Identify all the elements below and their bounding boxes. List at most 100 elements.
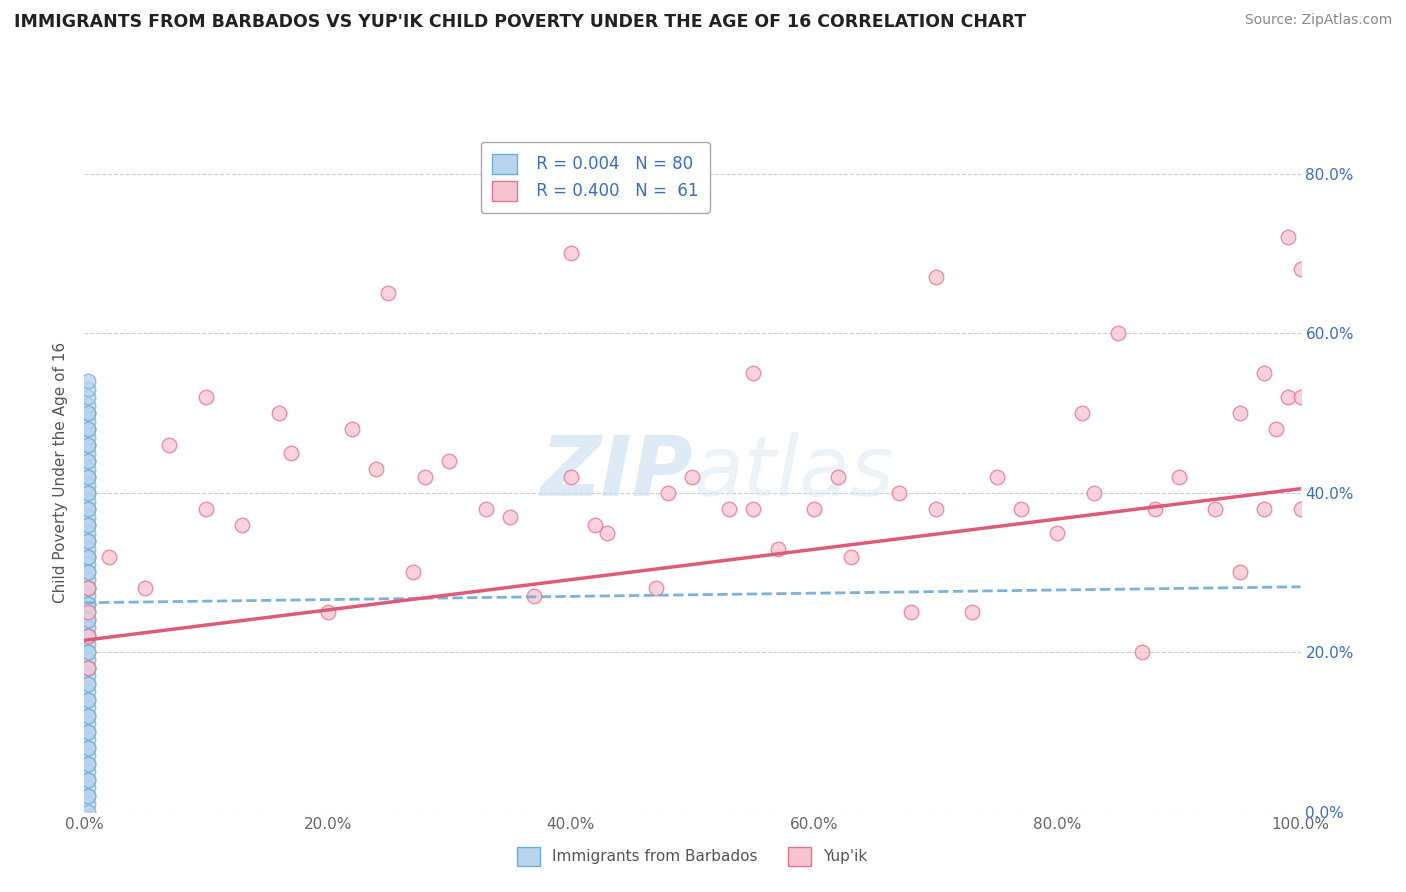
Point <box>742 366 765 380</box>
Point <box>77 645 100 659</box>
Point <box>925 501 948 516</box>
Point <box>77 549 100 564</box>
Point <box>717 501 740 516</box>
Point <box>280 446 302 460</box>
Point <box>134 582 156 596</box>
Point <box>77 653 100 667</box>
Point <box>195 501 218 516</box>
Point <box>77 558 100 572</box>
Point <box>77 701 100 715</box>
Point <box>77 780 100 795</box>
Point <box>77 533 100 548</box>
Point <box>77 374 100 388</box>
Point <box>77 740 100 755</box>
Point <box>560 469 582 483</box>
Point <box>742 501 765 516</box>
Point <box>77 566 100 580</box>
Point <box>77 582 100 596</box>
Point <box>1010 501 1032 516</box>
Point <box>77 566 100 580</box>
Point <box>77 582 100 596</box>
Point <box>402 566 425 580</box>
Point <box>77 454 100 468</box>
Point <box>77 669 100 683</box>
Point <box>77 406 100 420</box>
Point <box>77 438 100 452</box>
Point <box>77 598 100 612</box>
Point <box>231 517 253 532</box>
Point <box>77 605 100 619</box>
Point <box>77 789 100 803</box>
Point <box>77 590 100 604</box>
Point <box>1229 566 1251 580</box>
Point <box>77 717 100 731</box>
Point <box>1277 390 1299 404</box>
Point <box>1046 525 1069 540</box>
Point <box>77 517 100 532</box>
Point <box>766 541 789 556</box>
Point <box>77 637 100 651</box>
Point <box>77 430 100 444</box>
Point <box>77 613 100 627</box>
Point <box>195 390 218 404</box>
Point <box>77 501 100 516</box>
Point <box>1107 326 1129 341</box>
Point <box>77 677 100 691</box>
Point <box>1289 262 1312 277</box>
Point <box>77 709 100 723</box>
Point <box>77 693 100 707</box>
Point <box>77 541 100 556</box>
Point <box>560 246 582 260</box>
Point <box>645 582 668 596</box>
Point <box>77 764 100 779</box>
Point <box>900 605 922 619</box>
Point <box>77 446 100 460</box>
Point <box>77 493 100 508</box>
Point <box>499 509 522 524</box>
Point <box>77 390 100 404</box>
Point <box>77 725 100 739</box>
Point <box>77 438 100 452</box>
Text: Source: ZipAtlas.com: Source: ZipAtlas.com <box>1244 13 1392 28</box>
Point <box>77 477 100 491</box>
Point <box>77 406 100 420</box>
Point <box>682 469 704 483</box>
Point <box>1083 485 1105 500</box>
Point <box>77 725 100 739</box>
Point <box>77 629 100 643</box>
Point <box>960 605 983 619</box>
Point <box>986 469 1008 483</box>
Point <box>77 748 100 763</box>
Text: IMMIGRANTS FROM BARBADOS VS YUP'IK CHILD POVERTY UNDER THE AGE OF 16 CORRELATION: IMMIGRANTS FROM BARBADOS VS YUP'IK CHILD… <box>14 13 1026 31</box>
Point <box>366 462 388 476</box>
Point <box>77 629 100 643</box>
Point <box>77 797 100 811</box>
Point <box>1289 390 1312 404</box>
Point <box>1204 501 1226 516</box>
Point <box>77 621 100 635</box>
Point <box>889 485 911 500</box>
Point <box>1289 501 1312 516</box>
Point <box>77 469 100 483</box>
Point <box>77 605 100 619</box>
Point <box>925 270 948 285</box>
Point <box>77 733 100 747</box>
Point <box>77 756 100 771</box>
Point <box>596 525 619 540</box>
Point <box>523 590 546 604</box>
Point <box>77 469 100 483</box>
Point <box>77 382 100 396</box>
Text: ZIP: ZIP <box>540 433 693 513</box>
Point <box>77 598 100 612</box>
Point <box>77 549 100 564</box>
Point <box>77 454 100 468</box>
Point <box>77 422 100 436</box>
Text: atlas: atlas <box>693 433 894 513</box>
Point <box>77 574 100 588</box>
Point <box>1143 501 1166 516</box>
Point <box>657 485 679 500</box>
Point <box>474 501 496 516</box>
Point <box>159 438 181 452</box>
Point <box>77 485 100 500</box>
Point <box>1229 406 1251 420</box>
